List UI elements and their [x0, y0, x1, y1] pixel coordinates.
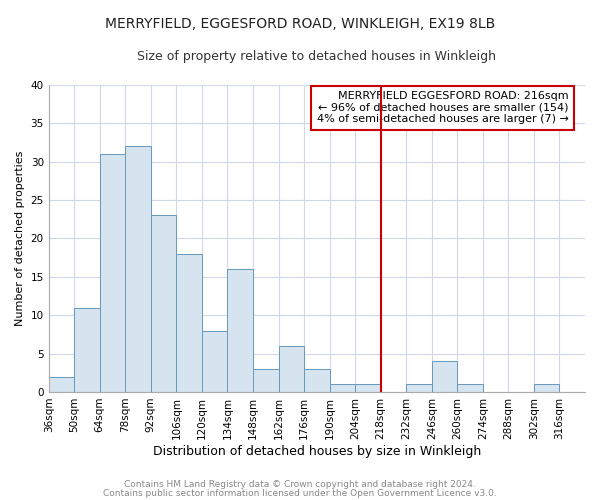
Text: MERRYFIELD EGGESFORD ROAD: 216sqm
← 96% of detached houses are smaller (154)
4% : MERRYFIELD EGGESFORD ROAD: 216sqm ← 96% …	[317, 91, 569, 124]
Bar	[457, 384, 483, 392]
Bar	[432, 362, 457, 392]
Bar	[406, 384, 432, 392]
Bar	[176, 254, 202, 392]
Bar	[100, 154, 125, 392]
Bar	[329, 384, 355, 392]
Bar	[278, 346, 304, 392]
Bar	[74, 308, 100, 392]
X-axis label: Distribution of detached houses by size in Winkleigh: Distribution of detached houses by size …	[153, 444, 481, 458]
Text: Contains HM Land Registry data © Crown copyright and database right 2024.: Contains HM Land Registry data © Crown c…	[124, 480, 476, 489]
Bar	[227, 269, 253, 392]
Bar	[125, 146, 151, 392]
Bar	[534, 384, 559, 392]
Text: Contains public sector information licensed under the Open Government Licence v3: Contains public sector information licen…	[103, 488, 497, 498]
Bar	[253, 369, 278, 392]
Bar	[355, 384, 380, 392]
Bar	[304, 369, 329, 392]
Text: MERRYFIELD, EGGESFORD ROAD, WINKLEIGH, EX19 8LB: MERRYFIELD, EGGESFORD ROAD, WINKLEIGH, E…	[105, 18, 495, 32]
Y-axis label: Number of detached properties: Number of detached properties	[15, 151, 25, 326]
Bar	[202, 330, 227, 392]
Bar	[151, 216, 176, 392]
Title: Size of property relative to detached houses in Winkleigh: Size of property relative to detached ho…	[137, 50, 496, 63]
Bar	[49, 376, 74, 392]
